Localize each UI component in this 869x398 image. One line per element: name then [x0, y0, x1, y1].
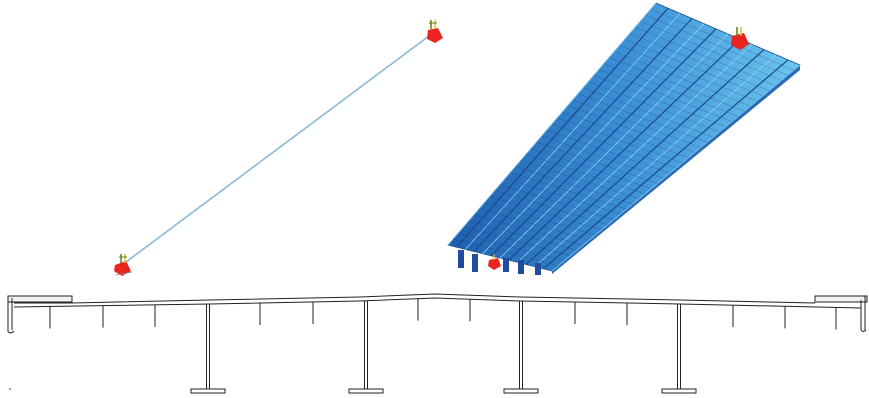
deck-edge-face: [552, 65, 800, 274]
girder-flange: [348, 388, 384, 394]
deck-mesh-lines: [453, 8, 794, 267]
deck-mesh-line: [453, 238, 559, 267]
deck-mesh-line: [557, 117, 683, 164]
girder-ends: [458, 250, 541, 275]
deck-mesh-line: [598, 69, 732, 122]
deck-mesh-line: [479, 208, 590, 241]
deck-mesh-line: [645, 14, 788, 76]
deck-mesh-line: [473, 214, 584, 246]
deck-mesh-line: [603, 63, 739, 117]
girder-flange: [190, 388, 226, 394]
deck-mesh-line: [520, 160, 639, 200]
deck-mesh-line: [494, 190, 608, 225]
deck-mesh-line: [619, 45, 757, 102]
deck-mesh-line: [593, 75, 726, 127]
stray-dot: [9, 388, 11, 390]
deck-mesh-line: [489, 196, 602, 230]
deck-mesh-line: [484, 202, 596, 236]
deck-mesh-line: [624, 39, 763, 97]
support-bottom-block: [114, 261, 131, 276]
shell-support-top: [731, 27, 749, 50]
deck-mesh-line: [562, 111, 689, 158]
parapet-right: [814, 295, 868, 332]
deck-mesh-line: [515, 166, 633, 205]
deck-mesh-line: [499, 184, 615, 220]
deck-mesh-line: [463, 226, 571, 256]
deck-slab-bottom: [13, 297, 862, 309]
deck-mesh-line: [588, 81, 720, 133]
deck-mesh-line: [577, 93, 708, 143]
deck-mesh-line: [536, 141, 658, 184]
beam-line: [121, 32, 434, 266]
cross-section-members: [49, 298, 837, 394]
deck-mesh-line: [572, 99, 701, 148]
line-element-panel: [114, 20, 443, 276]
deck-mesh-line: [583, 87, 714, 138]
deck-mesh-line: [614, 51, 751, 107]
deck-mesh-line: [468, 220, 577, 251]
deck-mesh-line: [629, 33, 770, 91]
deck-mesh-line: [650, 8, 794, 71]
deck-mesh-line: [510, 172, 627, 210]
deck-mesh-line: [551, 123, 677, 169]
cross-section-panel: [7, 293, 868, 394]
deck-mesh-line: [531, 148, 652, 189]
deck-mesh-line: [541, 135, 664, 179]
deck-mesh-line: [458, 232, 565, 261]
girder-flange: [503, 388, 539, 394]
support-top: [427, 20, 443, 43]
girder-flange: [661, 388, 697, 394]
deck-mesh-line: [505, 178, 621, 215]
shell-support-bottom: [488, 254, 501, 270]
deck-slab-top: [71, 293, 816, 304]
parapet-left: [7, 295, 73, 334]
shell-model-panel: [447, 2, 801, 275]
support-top-block: [427, 28, 443, 43]
deck-mesh-line: [609, 57, 745, 112]
support-bottom: [114, 254, 133, 276]
deck-mesh-line: [640, 20, 782, 81]
deck-girder-ridges: [447, 2, 801, 272]
deck-mesh-line: [635, 27, 776, 86]
deck-mesh-line: [525, 154, 646, 194]
deck-mesh-line: [567, 105, 695, 153]
deck-mesh-line: [546, 129, 670, 174]
